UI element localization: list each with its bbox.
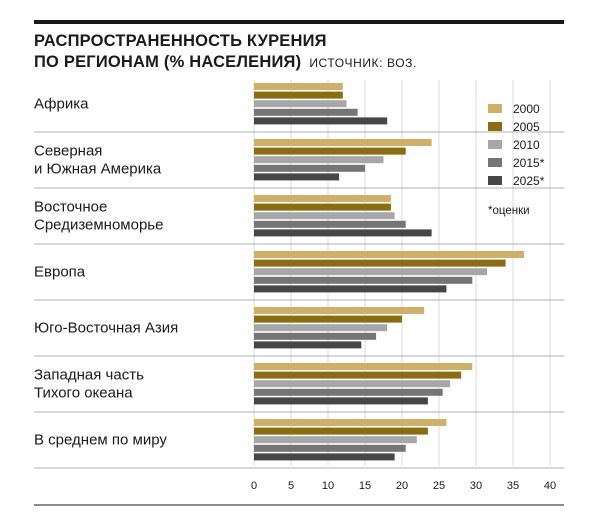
bar: [254, 453, 395, 461]
bar: [254, 307, 425, 314]
legend-label: 2010: [513, 138, 540, 152]
x-tick-label: 5: [288, 480, 294, 492]
bar: [254, 147, 406, 155]
bar: [254, 444, 406, 452]
x-tick-label: 15: [359, 480, 371, 492]
bar: [254, 436, 417, 444]
category-label: Европа: [34, 264, 86, 281]
legend-label: 2005: [513, 120, 540, 134]
x-tick-label: 30: [470, 480, 482, 492]
bar: [254, 220, 406, 228]
legend-swatch: [488, 140, 502, 149]
category-label: Юго-Восточная Азия: [34, 320, 178, 337]
bar: [254, 427, 428, 435]
bar: [254, 276, 473, 284]
x-tick-label: 0: [251, 480, 257, 492]
chart-title-line2: ПО РЕГИОНАМ (% НАСЕЛЕНИЯ) ИСТОЧНИК: ВОЗ.: [34, 52, 417, 74]
bar-layer: [254, 83, 525, 461]
bar: [254, 341, 362, 349]
bar: [254, 371, 462, 379]
bar: [254, 108, 358, 116]
legend-label: 2000: [513, 102, 540, 116]
x-tick-label: 10: [322, 480, 334, 492]
legend-swatch: [488, 158, 502, 167]
legend-label: 2015*: [513, 156, 545, 170]
chart-title-line1: РАСПРОСТРАНЕННОСТЬ КУРЕНИЯ: [34, 32, 327, 50]
bar: [254, 315, 402, 323]
category-label: Средиземноморье: [34, 217, 163, 234]
bar: [254, 83, 343, 90]
bar: [254, 203, 391, 211]
bar: [254, 388, 443, 396]
source-note: ИСТОЧНИК: ВОЗ.: [309, 56, 417, 70]
bar: [254, 212, 395, 220]
chart-title-line2-text: ПО РЕГИОНАМ (% НАСЕЛЕНИЯ): [34, 53, 302, 71]
bar: [254, 285, 447, 293]
bar: [254, 419, 447, 426]
bar: [254, 363, 473, 370]
bar: [254, 156, 384, 164]
category-label: Западная часть: [34, 367, 144, 384]
bar: [254, 195, 391, 202]
x-tick-label: 40: [544, 480, 556, 492]
bar: [254, 100, 347, 108]
legend: 2000 2005 2010 2015* 2025* *оценки: [488, 102, 545, 217]
top-rule: [34, 20, 564, 24]
legend-swatch: [488, 104, 502, 113]
category-label: Африка: [34, 96, 89, 113]
bar: [254, 268, 488, 276]
category-label: В среднем по миру: [34, 432, 167, 449]
separator-layer: [34, 131, 564, 506]
x-tick-label: 20: [396, 480, 408, 492]
bar: [254, 332, 377, 340]
estimate-note: *оценки: [488, 205, 530, 217]
legend-label: 2025*: [513, 174, 545, 188]
bar: [254, 259, 506, 267]
bar: [254, 164, 365, 172]
legend-swatch: [488, 122, 502, 131]
category-label: Северная: [34, 143, 102, 160]
bar: [254, 380, 451, 388]
bar: [254, 117, 388, 125]
category-label: Тихого океана: [34, 385, 133, 402]
x-tick-label: 35: [507, 480, 519, 492]
bar: [254, 173, 340, 181]
tick-label-layer: 0 5 10 15 20 25 30 35 40: [251, 480, 556, 492]
bar: [254, 229, 432, 237]
x-tick-label: 25: [433, 480, 445, 492]
category-label: и Южная Америка: [34, 161, 162, 178]
legend-swatch: [488, 176, 502, 185]
bar: [254, 251, 525, 258]
bar: [254, 324, 388, 332]
bar: [254, 397, 428, 405]
bar: [254, 139, 432, 146]
bar: [254, 91, 343, 99]
category-label: Восточное: [34, 199, 107, 216]
